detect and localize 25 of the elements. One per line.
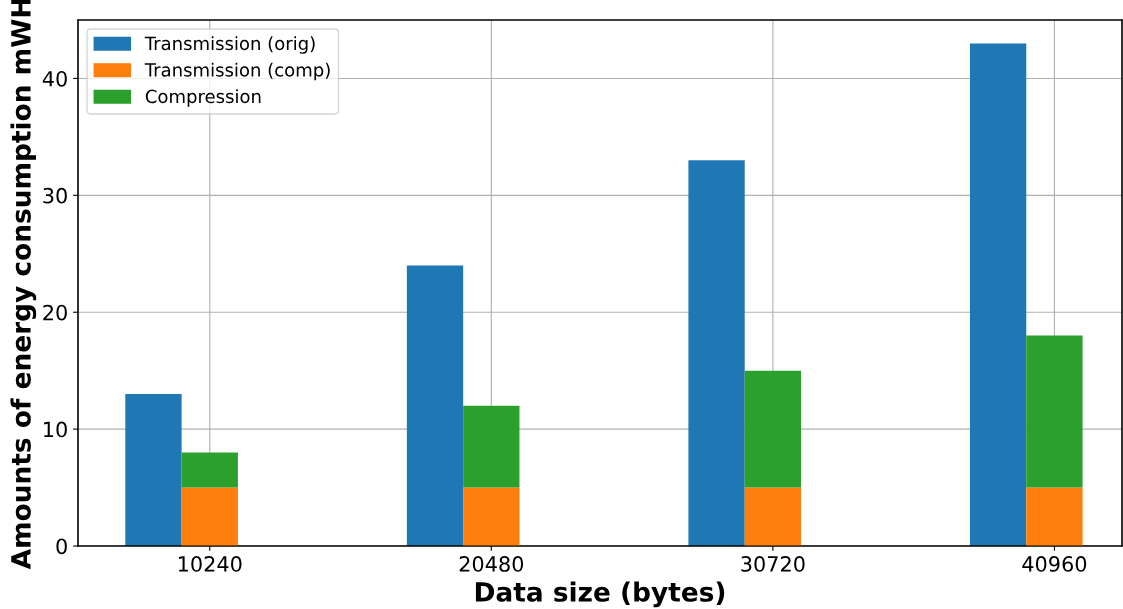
y-tick-label: 10: [44, 421, 67, 438]
bar: [406, 265, 464, 546]
x-axis-title: Data size (bytes): [475, 581, 725, 608]
legend-label: Compression: [145, 89, 261, 107]
bar: [1026, 487, 1083, 546]
bar: [463, 487, 520, 546]
bar: [125, 394, 182, 546]
bar: [688, 160, 745, 546]
x-tick-label: 40960: [1022, 556, 1087, 572]
x-tick-label: 10240: [178, 556, 242, 572]
y-tick-label: 0: [56, 538, 67, 555]
bar: [744, 487, 802, 546]
y-tick-label: 30: [43, 187, 67, 204]
bar: [463, 405, 520, 488]
bar: [1026, 335, 1083, 488]
legend-label: Transmission (comp): [144, 62, 330, 81]
x-tick-label: 30720: [741, 556, 805, 572]
legend-label: Transmission (orig): [144, 36, 315, 54]
y-tick-label: 20: [43, 304, 67, 321]
y-tick-label: 40: [42, 70, 67, 87]
bar: [744, 370, 802, 488]
x-tick-label: 20480: [459, 556, 524, 572]
y-axis-title: Amounts of energy consumption mWH: [10, 0, 37, 570]
bar: [181, 452, 238, 488]
bar: [969, 43, 1027, 546]
